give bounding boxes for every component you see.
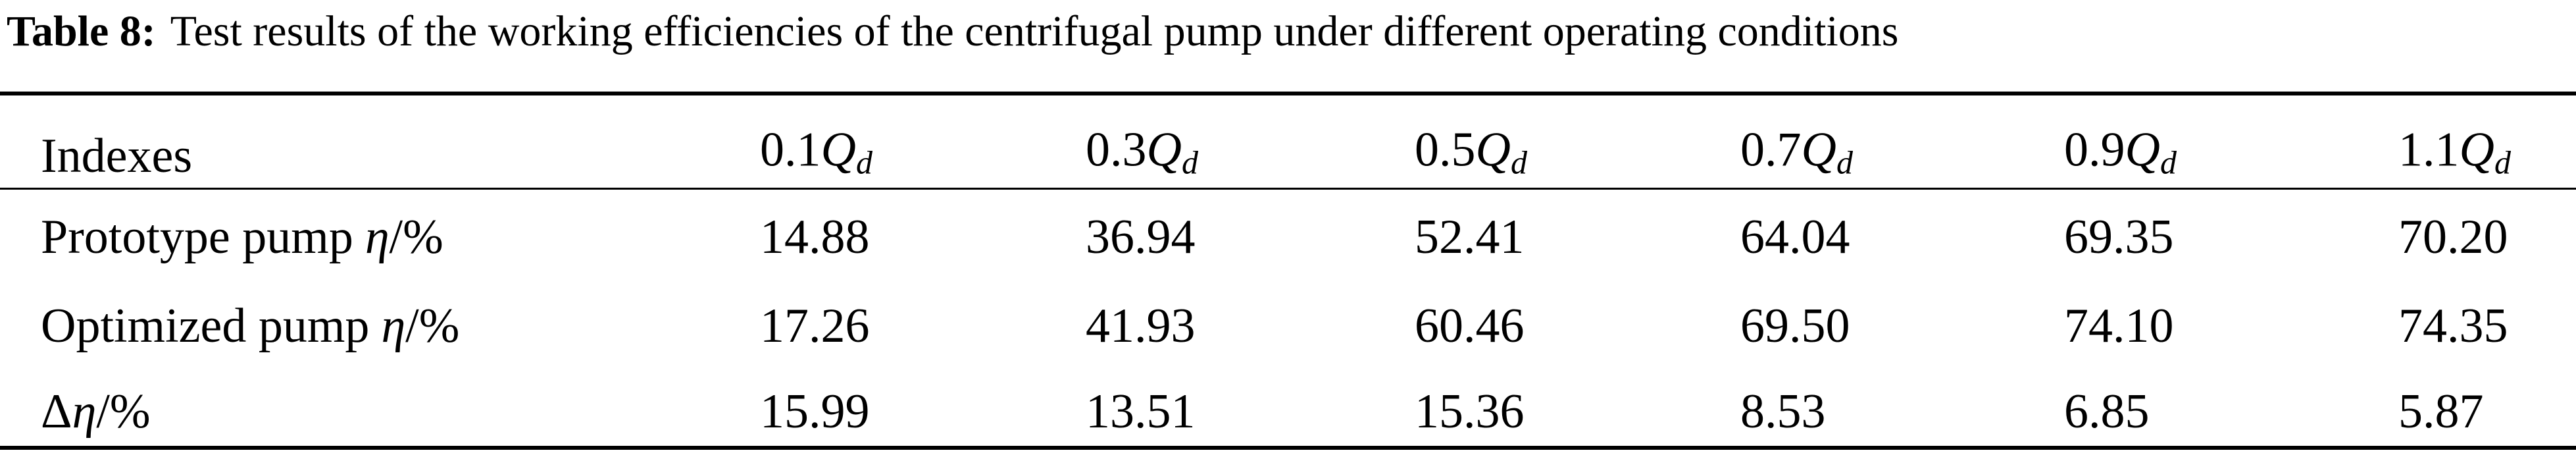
label-symbol: η xyxy=(365,210,390,264)
label-unit: /% xyxy=(389,210,443,264)
table-caption: Table 8: Test results of the working effi… xyxy=(7,5,1898,58)
subscript: d xyxy=(855,144,872,181)
label-unit: /% xyxy=(96,385,151,439)
coefficient: 0.7 xyxy=(1740,122,1802,177)
row-label: Optimized pump η/% xyxy=(41,296,459,356)
row-label: Δη/% xyxy=(41,382,151,441)
bottom-rule xyxy=(0,446,2576,450)
table-cell: 60.46 xyxy=(1415,299,1525,353)
table-cell: 5.87 xyxy=(2398,385,2484,439)
table-cell: 8.53 xyxy=(1740,385,1826,439)
variable: Q xyxy=(2125,122,2160,177)
subscript: d xyxy=(1836,144,1853,181)
label-symbol: η xyxy=(381,299,406,353)
table-cell: 74.10 xyxy=(2064,299,2174,353)
variable: Q xyxy=(1475,122,1511,177)
subscript: d xyxy=(1181,144,1198,181)
top-rule xyxy=(0,92,2576,95)
label-unit: /% xyxy=(405,299,460,353)
header-cell: Indexes xyxy=(41,129,193,183)
label-text: Δ xyxy=(41,385,72,439)
header-cell: 1.1Qd xyxy=(2398,121,2511,192)
table-cell: 41.93 xyxy=(1086,299,1196,353)
label-text: Optimized pump xyxy=(41,299,370,353)
header-cell: 0.9Qd xyxy=(2064,121,2177,192)
header-cell: 0.7Qd xyxy=(1740,121,1853,192)
table-cell: 64.04 xyxy=(1740,210,1850,264)
header-cell: 0.3Qd xyxy=(1086,121,1198,192)
coefficient: 1.1 xyxy=(2398,122,2460,177)
coefficient: 0.1 xyxy=(760,122,821,177)
subscript: d xyxy=(1510,144,1527,181)
variable: Q xyxy=(1146,122,1182,177)
label-symbol: η xyxy=(72,385,97,439)
row-label: Prototype pump η/% xyxy=(41,207,443,267)
coefficient: 0.9 xyxy=(2064,122,2125,177)
variable: Q xyxy=(1801,122,1836,177)
subscript: d xyxy=(2494,144,2511,181)
variable: Q xyxy=(821,122,856,177)
table-cell: 15.36 xyxy=(1415,385,1525,439)
variable: Q xyxy=(2459,122,2494,177)
header-rule xyxy=(0,188,2576,190)
label-text: Prototype pump xyxy=(41,210,353,264)
table-cell: 74.35 xyxy=(2398,299,2508,353)
table-cell: 17.26 xyxy=(760,299,870,353)
header-cell: 0.1Qd xyxy=(760,121,872,192)
table-cell: 15.99 xyxy=(760,385,870,439)
subscript: d xyxy=(2159,144,2177,181)
table-cell: 69.35 xyxy=(2064,210,2174,264)
caption-text: Test results of the working efficiencies… xyxy=(170,7,1899,55)
table-cell: 52.41 xyxy=(1415,210,1525,264)
caption-label: Table 8: xyxy=(7,7,156,55)
table-cell: 70.20 xyxy=(2398,210,2508,264)
coefficient: 0.5 xyxy=(1415,122,1476,177)
table-cell: 13.51 xyxy=(1086,385,1196,439)
coefficient: 0.3 xyxy=(1086,122,1147,177)
table-cell: 6.85 xyxy=(2064,385,2150,439)
table-cell: 69.50 xyxy=(1740,299,1850,353)
header-cell: 0.5Qd xyxy=(1415,121,1527,192)
table-cell: 14.88 xyxy=(760,210,870,264)
table-cell: 36.94 xyxy=(1086,210,1196,264)
